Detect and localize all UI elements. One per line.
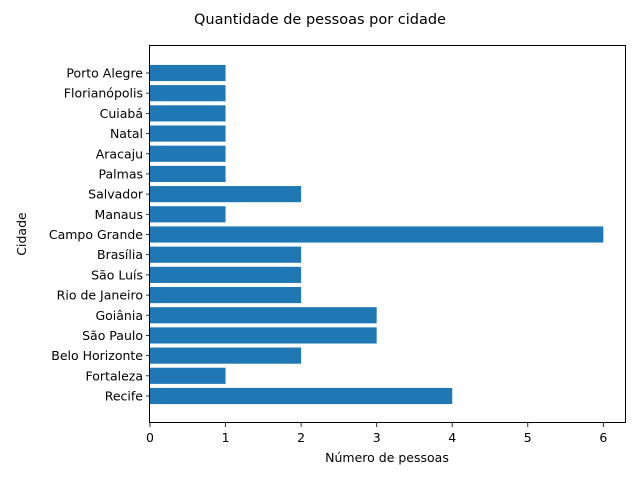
bar-brasilia <box>150 246 302 263</box>
bar-florianopolis <box>150 85 226 102</box>
x-tick-label: 0 <box>146 430 154 445</box>
bars-group <box>150 64 604 405</box>
x-tick-label: 1 <box>222 430 230 445</box>
x-tick-label: 3 <box>373 430 381 445</box>
y-tick-label: Natal <box>110 126 143 141</box>
bar-rio-de-janeiro <box>150 286 302 304</box>
bar-sao-paulo <box>150 327 377 344</box>
bar-cuiaba <box>150 105 226 122</box>
x-axis: 0 1 2 3 4 5 6 <box>146 423 607 445</box>
y-tick-label: Aracaju <box>96 146 143 161</box>
y-tick-label: Goiânia <box>95 308 143 323</box>
bar-sao-luis <box>150 266 302 283</box>
bar-goiania <box>150 307 377 324</box>
y-tick-label: São Paulo <box>82 328 143 343</box>
y-tick-label: São Luís <box>91 267 143 282</box>
y-tick-label: Brasília <box>97 247 143 262</box>
y-tick-label: Fortaleza <box>86 368 143 383</box>
plot-frame <box>149 45 626 423</box>
y-tick-label: Florianópolis <box>64 86 143 101</box>
y-tick-label: Palmas <box>99 166 143 181</box>
y-axis-label: Cidade <box>14 212 29 256</box>
x-tick-label: 2 <box>297 430 305 445</box>
y-tick-label: Recife <box>105 389 144 404</box>
x-tick-label: 4 <box>448 430 456 445</box>
bar-porto-alegre <box>150 64 226 82</box>
bar-belo-horizonte <box>150 347 302 364</box>
bar-manaus <box>150 206 226 223</box>
y-axis: Recife Fortaleza Belo Horizonte São Paulo Go… <box>49 66 150 404</box>
x-tick-label: 6 <box>599 430 607 445</box>
y-tick-label: Porto Alegre <box>66 66 143 81</box>
bar-natal <box>150 125 226 142</box>
y-tick-label: Campo Grande <box>49 227 143 242</box>
y-tick-label: Belo Horizonte <box>51 348 143 363</box>
bar-palmas <box>150 165 226 183</box>
x-axis-label: Número de pessoas <box>325 450 449 465</box>
x-tick-label: 5 <box>524 430 532 445</box>
bar-fortaleza <box>150 367 226 384</box>
y-tick-label: Cuiabá <box>100 106 143 121</box>
chart-title: Quantidade de pessoas por cidade <box>194 12 446 28</box>
y-tick-label: Manaus <box>95 207 143 222</box>
bar-aracaju <box>150 145 226 162</box>
y-tick-label: Salvador <box>88 187 144 202</box>
bar-recife <box>150 387 453 405</box>
bar-salvador <box>150 186 302 203</box>
bar-campo-grande <box>150 226 604 243</box>
y-tick-label: Rio de Janeiro <box>57 288 143 303</box>
